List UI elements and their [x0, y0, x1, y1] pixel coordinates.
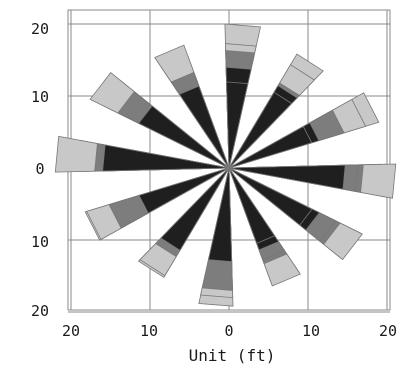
x-tick-label: 20 — [379, 322, 397, 340]
x-tick-label: 10 — [140, 322, 158, 340]
petal-series-2 — [228, 91, 293, 169]
y-tick-label: 10 — [31, 233, 49, 251]
y-tick-label: 20 — [31, 302, 49, 320]
x-tick-label: 20 — [62, 322, 80, 340]
x-tick-label: 0 — [224, 322, 233, 340]
tick-labels: 20 10 0 10 20 20 10 0 10 20 — [31, 20, 397, 340]
petal-series-2 — [228, 167, 313, 226]
petal-series-2 — [138, 167, 230, 214]
petal-series-2 — [178, 85, 230, 169]
y-tick-label: 0 — [35, 160, 44, 178]
petal-series-2 — [160, 167, 230, 251]
petals — [54, 23, 397, 307]
petal-series-2 — [102, 144, 230, 172]
petal-series-2 — [228, 167, 276, 244]
petal-series-2 — [138, 105, 230, 169]
y-tick-label: 10 — [31, 88, 49, 106]
petal-series-2 — [228, 164, 346, 190]
petal-series-2 — [228, 125, 313, 169]
x-tick-label: 10 — [302, 322, 320, 340]
y-tick-label: 20 — [31, 20, 49, 38]
x-axis-label: Unit (ft) — [189, 346, 276, 365]
petal-series-2 — [208, 167, 233, 263]
petal-series-2 — [226, 81, 249, 169]
